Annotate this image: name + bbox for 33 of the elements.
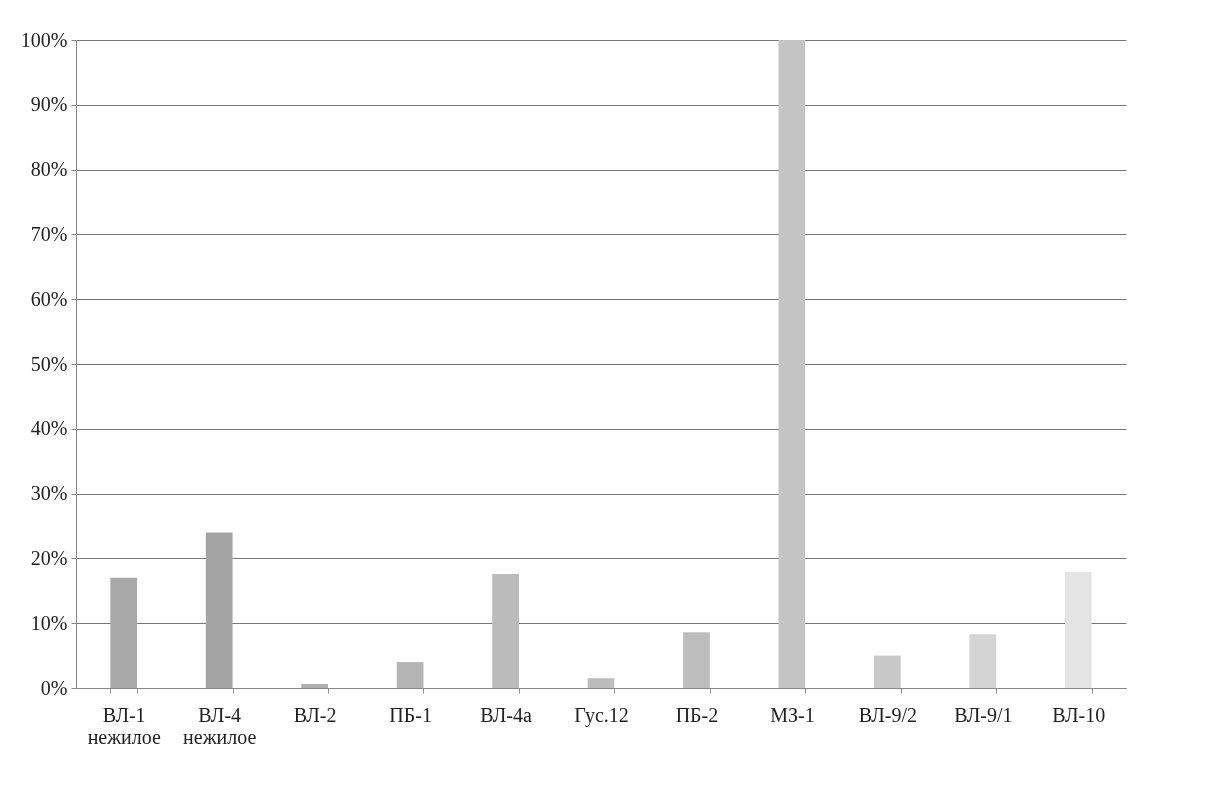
y-tick-label: 50% <box>30 352 68 375</box>
bar <box>301 684 328 688</box>
y-tick-label: 100% <box>20 28 68 51</box>
x-tick-label: ВЛ-4а <box>480 703 532 726</box>
bar <box>205 532 233 688</box>
y-tick-label: 20% <box>30 546 68 569</box>
y-tick-label: 70% <box>30 222 68 245</box>
x-tick-label: ПБ-2 <box>675 703 719 726</box>
x-tick-label: ПБ-1 <box>389 703 432 726</box>
bar <box>874 655 901 688</box>
x-tick-label: Гус.12 <box>574 703 629 727</box>
y-tick-label: 0% <box>40 676 68 699</box>
x-tick-label: ВЛ-4 нежилое <box>183 703 257 748</box>
bar <box>969 634 997 688</box>
x-tick-label: ВЛ-9/1 <box>954 703 1013 726</box>
y-tick-label: 90% <box>30 93 68 116</box>
y-tick-label: 60% <box>30 287 68 310</box>
x-tick-label: ВЛ-2 <box>293 703 337 726</box>
bar <box>110 577 138 688</box>
bar <box>396 662 424 688</box>
bar <box>492 573 519 688</box>
bar <box>587 678 615 688</box>
y-tick-label: 30% <box>30 482 68 505</box>
bar <box>778 40 806 688</box>
x-tick-label: ВЛ-9/2 <box>858 703 918 726</box>
x-tick-label: МЗ-1 <box>770 703 815 726</box>
x-tick-label: ВЛ-10 <box>1052 703 1106 726</box>
y-tick-label: 80% <box>30 158 68 181</box>
bar <box>683 632 710 688</box>
bar <box>1064 572 1092 688</box>
y-tick-label: 10% <box>30 611 68 634</box>
y-tick-label: 40% <box>30 417 68 440</box>
x-tick-label: ВЛ-1 нежилое <box>87 703 161 748</box>
